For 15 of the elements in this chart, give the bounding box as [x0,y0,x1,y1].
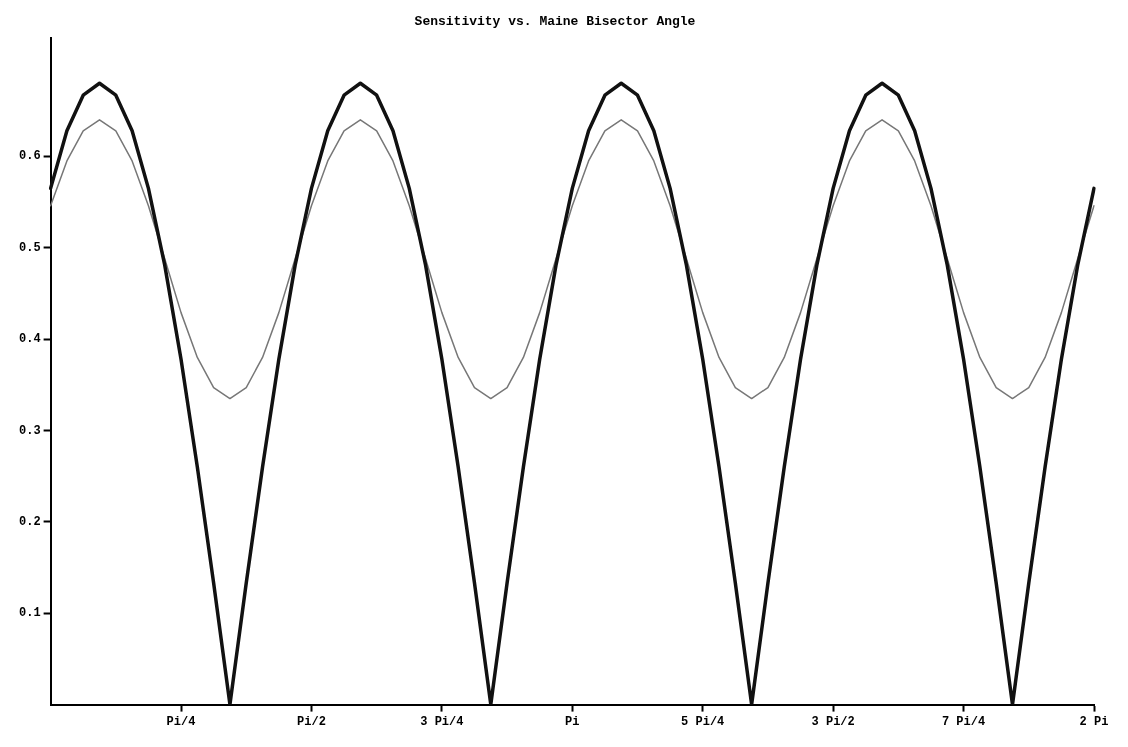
chart-title: Sensitivity vs. Maine Bisector Angle [414,14,696,30]
y-tick-label: 0.2 [18,514,41,529]
x-tick-label: Pi [565,714,580,729]
x-tick-label: 5 Pi/4 [681,714,725,729]
x-tick-label: Pi/4 [166,714,196,729]
y-tick-label: 0.5 [18,240,41,255]
x-tick-label: 2 Pi [1079,714,1109,729]
y-tick-label: 0.6 [18,149,41,164]
x-tick-label: 3 Pi/4 [420,714,464,729]
y-tick-label: 0.4 [18,332,41,347]
x-tick-label: 7 Pi/4 [941,714,986,729]
y-tick-label: 0.3 [18,423,41,438]
y-tick-label: 0.1 [18,606,41,621]
x-tick-label: Pi/2 [297,714,326,729]
x-tick-label: 3 Pi/2 [811,714,855,729]
